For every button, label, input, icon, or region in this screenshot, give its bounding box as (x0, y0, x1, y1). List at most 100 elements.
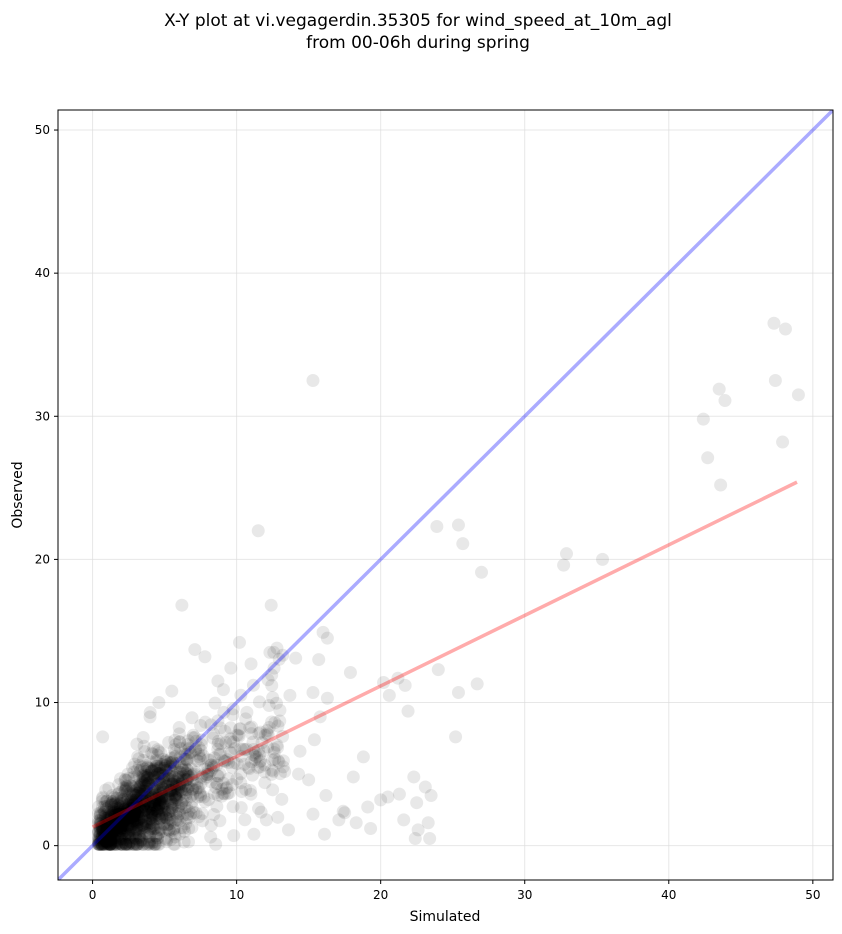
data-point (145, 802, 159, 816)
data-point (171, 800, 185, 814)
data-point (100, 794, 114, 808)
data-point (161, 805, 175, 819)
data-point (115, 832, 129, 846)
data-point (204, 718, 218, 732)
data-point (146, 809, 160, 823)
data-point (110, 800, 124, 814)
data-point (91, 825, 105, 839)
data-point (151, 837, 165, 851)
data-point (93, 824, 107, 838)
data-point (140, 820, 154, 834)
data-point (149, 792, 163, 806)
data-point (102, 814, 116, 828)
data-point (198, 795, 212, 809)
data-point (110, 791, 124, 805)
data-point (718, 394, 732, 408)
data-point (99, 827, 113, 841)
data-point (117, 808, 131, 822)
data-point (108, 809, 122, 823)
data-point (146, 792, 160, 806)
data-point (273, 767, 287, 781)
data-point (149, 812, 163, 826)
data-point (162, 823, 176, 837)
data-point (107, 797, 121, 811)
data-point (130, 801, 144, 815)
data-point (124, 819, 138, 833)
data-point (155, 769, 169, 783)
data-point (153, 786, 167, 800)
data-point (148, 798, 162, 812)
data-point (115, 796, 129, 810)
data-point (100, 837, 114, 851)
data-point (106, 837, 120, 851)
data-point (125, 799, 139, 813)
data-point (101, 819, 115, 833)
data-point (116, 810, 130, 824)
data-point (194, 770, 208, 784)
data-point (98, 800, 112, 814)
data-point (92, 835, 106, 849)
data-point (96, 811, 110, 825)
data-point (221, 772, 235, 786)
data-point (103, 808, 117, 822)
data-point (144, 790, 158, 804)
data-point (147, 837, 161, 851)
data-point (124, 806, 138, 820)
data-point (132, 807, 146, 821)
data-point (270, 738, 284, 752)
data-point (162, 772, 176, 786)
data-point (129, 789, 143, 803)
data-point (95, 818, 109, 832)
data-point (117, 820, 131, 834)
data-point (145, 819, 159, 833)
data-point (146, 804, 160, 818)
data-point (112, 813, 126, 827)
data-point (130, 820, 144, 834)
data-point (159, 779, 173, 793)
data-point (258, 758, 272, 772)
data-point (714, 478, 728, 492)
data-point (152, 796, 166, 810)
data-point (126, 808, 140, 822)
data-point (140, 780, 154, 794)
data-point (185, 769, 199, 783)
data-point (115, 784, 129, 798)
data-point (185, 795, 199, 809)
data-point (144, 805, 158, 819)
data-point (172, 779, 186, 793)
data-point (129, 806, 143, 820)
data-point (124, 811, 138, 825)
data-point (123, 810, 137, 824)
data-point (119, 837, 133, 851)
data-point (162, 772, 176, 786)
data-point (103, 810, 117, 824)
data-point (106, 837, 120, 851)
data-point (112, 807, 126, 821)
data-point (133, 765, 147, 779)
data-point (163, 784, 177, 798)
data-point (138, 784, 152, 798)
data-point (144, 775, 158, 789)
data-point (160, 803, 174, 817)
data-point (258, 776, 272, 790)
data-point (132, 813, 146, 827)
data-point (397, 813, 411, 827)
data-point (130, 770, 144, 784)
data-point (96, 824, 110, 838)
data-point (165, 787, 179, 801)
data-point (145, 813, 159, 827)
data-point (306, 374, 320, 388)
data-point (97, 806, 111, 820)
data-point (136, 768, 150, 782)
data-point (102, 825, 116, 839)
data-point (102, 819, 116, 833)
data-point (338, 806, 352, 820)
data-point (134, 779, 148, 793)
data-point (133, 782, 147, 796)
data-point (233, 722, 247, 736)
data-point (126, 797, 140, 811)
data-point (109, 823, 123, 837)
data-point (103, 837, 117, 851)
data-point (155, 784, 169, 798)
data-point (130, 800, 144, 814)
